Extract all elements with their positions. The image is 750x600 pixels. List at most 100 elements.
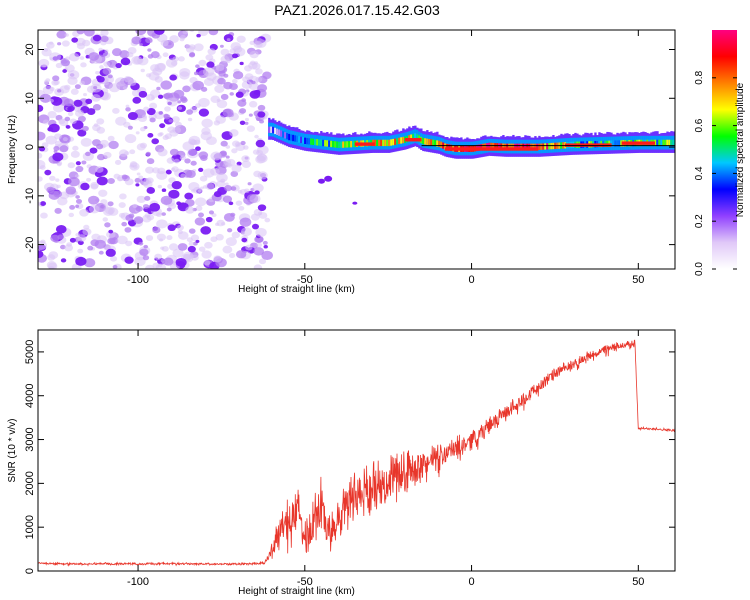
noise-blob	[64, 116, 71, 122]
ridge-cell	[348, 141, 351, 148]
ridge-cell	[388, 139, 391, 147]
ridge-cell	[298, 136, 301, 143]
isolated-blob	[324, 175, 333, 182]
noise-blob	[244, 65, 253, 72]
noise-blob	[184, 192, 194, 200]
noise-blob	[121, 174, 128, 180]
noise-blob	[257, 104, 266, 111]
ridge-cell	[344, 141, 347, 148]
noise-blob	[68, 176, 80, 187]
ridge-cell	[342, 141, 345, 148]
ridge-cell	[444, 143, 447, 150]
ridge-cell	[658, 139, 661, 147]
noise-blob	[61, 40, 70, 47]
noise-blob	[241, 155, 250, 163]
noise-blob	[256, 117, 261, 121]
noise-blob	[227, 228, 233, 233]
noise-blob	[162, 52, 169, 58]
ridge-cell	[426, 138, 429, 145]
colorbar-tick-label: 0.6	[694, 118, 705, 132]
ridge-cell	[316, 139, 319, 146]
noise-blob	[198, 97, 210, 108]
ridge-cell	[386, 139, 389, 147]
noise-blob	[108, 140, 119, 150]
noise-blob	[98, 47, 103, 52]
noise-blob	[244, 117, 250, 122]
noise-blob	[191, 254, 199, 261]
noise-blob	[107, 74, 113, 79]
noise-blob	[48, 190, 60, 200]
ridge-cell	[550, 142, 553, 150]
noise-blob	[126, 52, 134, 58]
noise-blob	[192, 80, 204, 91]
noise-blob	[198, 108, 210, 117]
noise-blob	[67, 111, 74, 117]
noise-blob	[239, 108, 247, 114]
noise-blob	[223, 34, 234, 42]
ridge-cell	[352, 140, 355, 148]
noise-blob	[145, 235, 154, 241]
noise-blob	[83, 258, 96, 268]
noise-blob	[72, 145, 79, 151]
noise-blob	[71, 37, 79, 43]
noise-blob	[167, 126, 176, 133]
ridge-cell	[506, 143, 509, 150]
ridge-cell	[416, 133, 419, 141]
noise-blob	[156, 219, 168, 229]
y-tick-label: 1000	[24, 515, 36, 539]
noise-blob	[47, 126, 54, 132]
ridge-cell	[288, 133, 291, 141]
x-tick-label: -50	[297, 576, 313, 588]
ridge-cell	[672, 139, 675, 147]
noise-blob	[105, 248, 116, 257]
noise-blob	[168, 243, 179, 251]
noise-blob	[220, 178, 226, 183]
noise-blob	[153, 30, 165, 35]
noise-blob	[129, 149, 136, 155]
noise-blob	[216, 99, 228, 109]
noise-blob	[167, 202, 177, 210]
noise-blob	[173, 158, 180, 164]
noise-blob	[145, 264, 155, 269]
noise-blob	[69, 118, 77, 124]
noise-blob	[136, 172, 141, 176]
noise-blob	[241, 237, 248, 243]
ridge-cell	[504, 143, 507, 150]
colorbar-tick-label: 0.4	[694, 166, 705, 180]
noise-blob	[49, 86, 55, 92]
noise-blob	[188, 241, 195, 247]
noise-blob	[102, 67, 112, 75]
noise-blob	[220, 55, 230, 63]
noise-blob	[198, 30, 209, 37]
noise-blob	[139, 43, 143, 47]
noise-blob	[156, 171, 168, 180]
colorbar-gradient	[712, 30, 737, 269]
y-tick-label: 2000	[24, 471, 36, 495]
noise-blob	[50, 234, 60, 243]
noise-blob	[224, 184, 233, 192]
noise-blob	[55, 178, 60, 182]
y-tick-label: 0	[24, 144, 36, 150]
noise-blob	[39, 93, 52, 103]
noise-blob	[127, 125, 133, 130]
noise-blob	[67, 106, 72, 111]
noise-blob	[190, 160, 197, 166]
noise-blob	[142, 204, 150, 209]
noise-blob	[146, 158, 155, 165]
ridge-cell	[302, 137, 305, 144]
noise-blob	[154, 63, 166, 73]
noise-blob	[241, 80, 253, 90]
noise-blob	[203, 260, 211, 266]
noise-blob	[254, 190, 260, 195]
noise-blob	[106, 230, 116, 239]
noise-blob	[62, 137, 68, 142]
noise-blob	[45, 78, 51, 83]
noise-blob	[198, 59, 207, 67]
y-tick-label: -20	[24, 237, 36, 253]
noise-blob	[246, 125, 255, 132]
noise-blob	[177, 243, 188, 251]
noise-blob	[95, 166, 104, 173]
noise-blob	[49, 98, 54, 103]
